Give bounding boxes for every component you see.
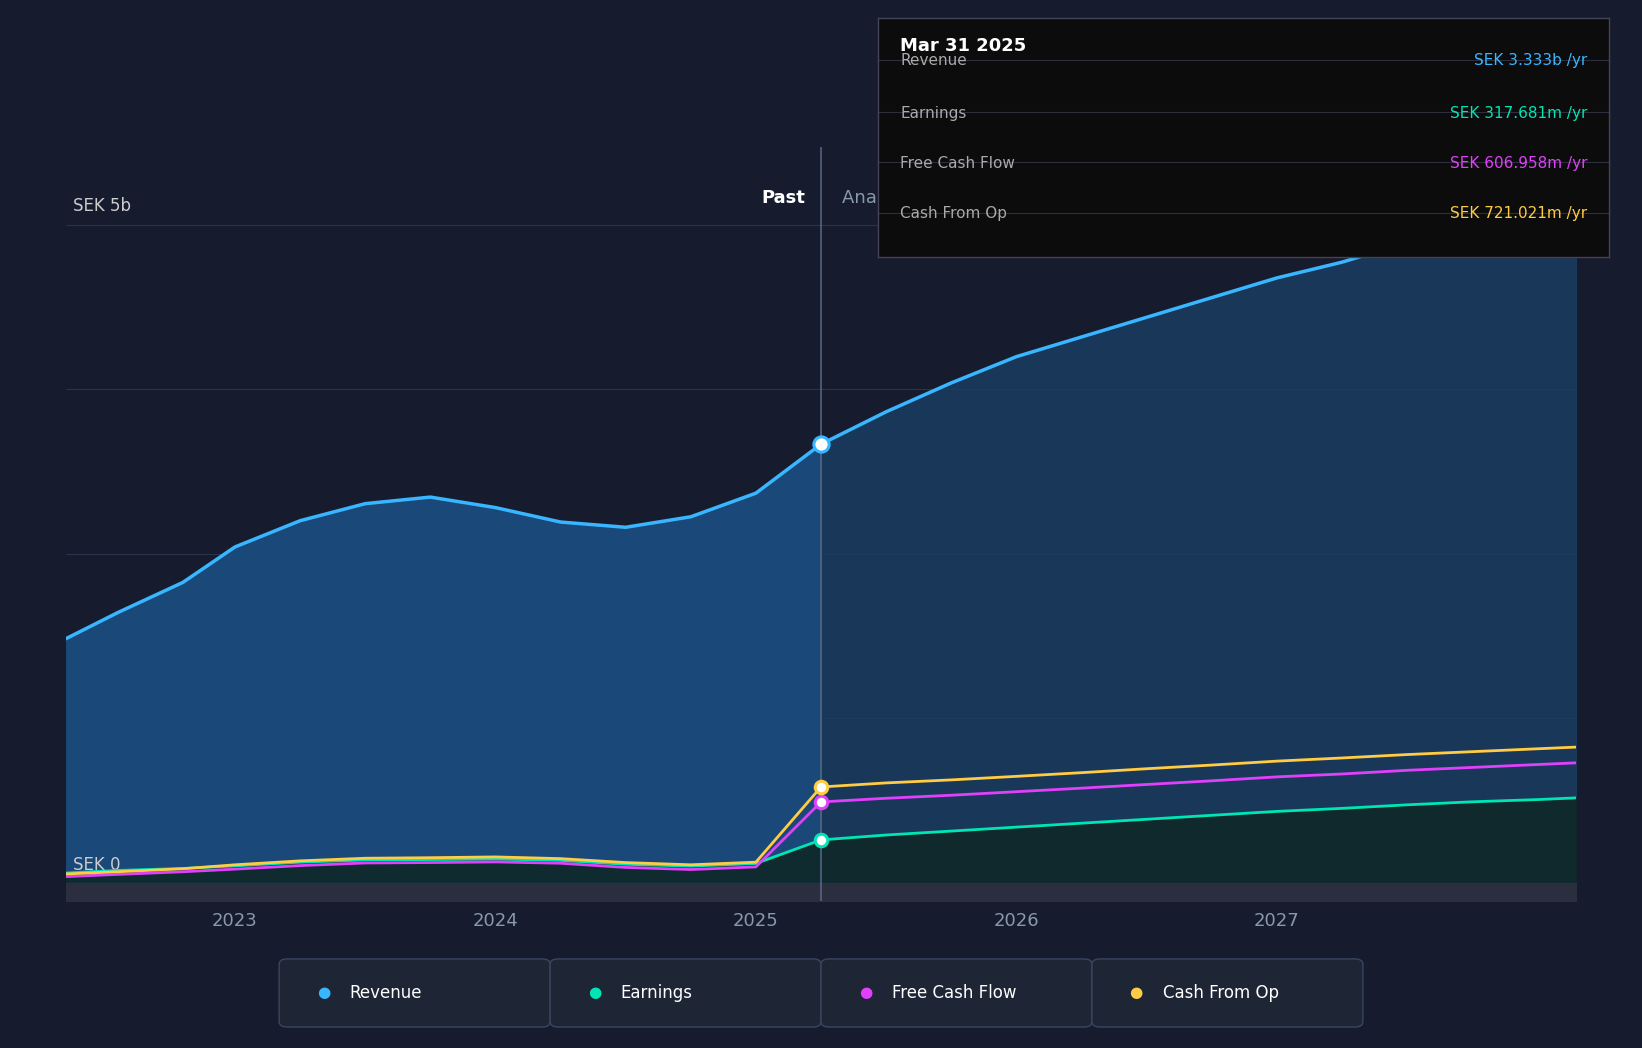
Text: ●: ●: [859, 985, 872, 1001]
Text: SEK 5b: SEK 5b: [74, 197, 131, 215]
Text: Revenue: Revenue: [900, 53, 967, 68]
Text: ●: ●: [588, 985, 601, 1001]
Text: SEK 0: SEK 0: [74, 856, 122, 874]
Text: ●: ●: [317, 985, 330, 1001]
Text: Free Cash Flow: Free Cash Flow: [900, 156, 1015, 171]
Text: Mar 31 2025: Mar 31 2025: [900, 37, 1026, 54]
Text: Cash From Op: Cash From Op: [1163, 984, 1279, 1002]
Text: Past: Past: [762, 189, 805, 206]
Text: ●: ●: [1130, 985, 1143, 1001]
Text: SEK 606.958m /yr: SEK 606.958m /yr: [1450, 156, 1588, 171]
Text: Cash From Op: Cash From Op: [900, 205, 1008, 221]
Text: SEK 721.021m /yr: SEK 721.021m /yr: [1450, 205, 1588, 221]
Text: SEK 317.681m /yr: SEK 317.681m /yr: [1450, 106, 1588, 121]
Text: SEK 3.333b /yr: SEK 3.333b /yr: [1475, 53, 1588, 68]
Text: Earnings: Earnings: [900, 106, 967, 121]
Text: Earnings: Earnings: [621, 984, 693, 1002]
Text: Analysts Forecasts: Analysts Forecasts: [842, 189, 1010, 206]
Text: Revenue: Revenue: [350, 984, 422, 1002]
Text: Free Cash Flow: Free Cash Flow: [892, 984, 1016, 1002]
